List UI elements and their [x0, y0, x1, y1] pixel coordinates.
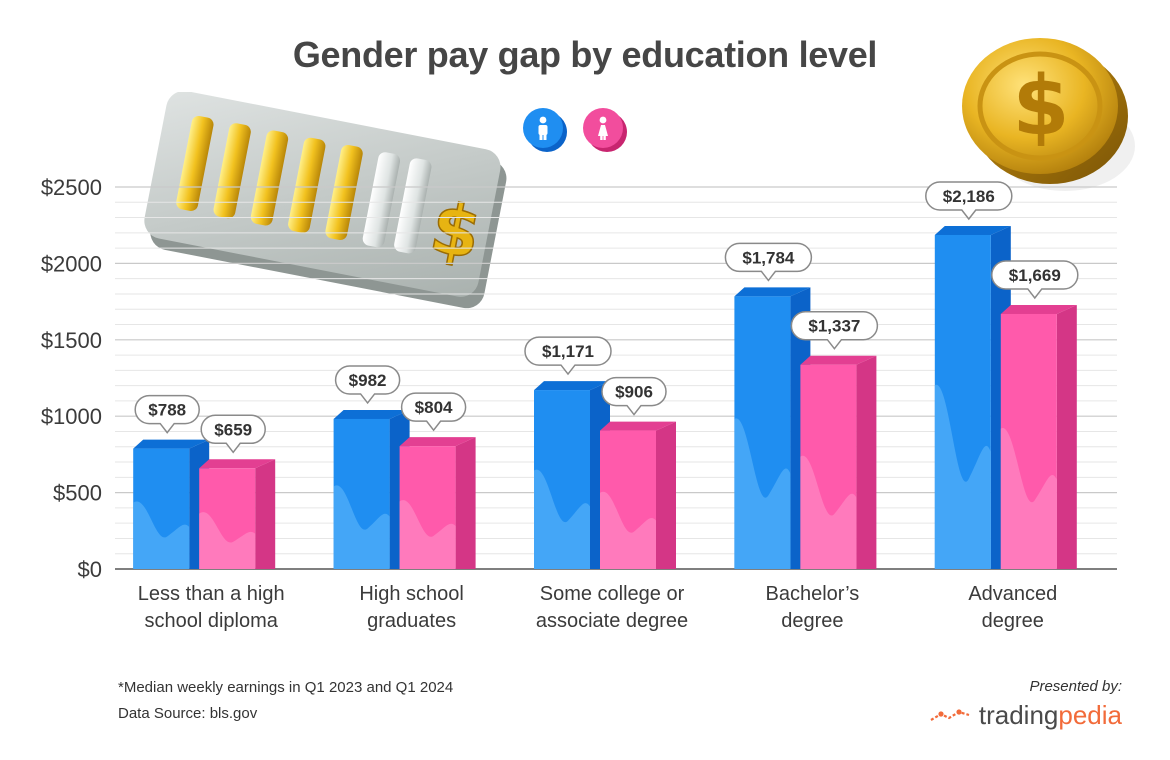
data-label: $1,171: [524, 336, 612, 376]
bar-top: [199, 459, 276, 469]
data-label-bubble: [134, 394, 200, 434]
bar-male: [734, 287, 811, 569]
data-label-bubble: [925, 181, 1013, 221]
bar-wave: [133, 501, 190, 569]
bar-female: [399, 437, 476, 569]
bar-side: [856, 355, 877, 569]
data-label-text: $982: [349, 371, 387, 390]
data-label: $1,784: [724, 242, 813, 282]
brand-part-pedia: pedia: [1058, 700, 1122, 730]
data-label: $788: [134, 394, 200, 434]
bar-wave: [934, 384, 991, 569]
bar-side: [1056, 304, 1077, 569]
data-label-text: $2,186: [943, 187, 995, 206]
bar-wave: [800, 455, 857, 569]
y-tick-label: $500: [53, 481, 102, 506]
bar-top: [934, 225, 1011, 235]
bar-wave: [1000, 428, 1057, 569]
female-icon: [582, 106, 628, 152]
data-label-bubble: [334, 365, 401, 405]
data-label: $1,337: [790, 310, 879, 350]
data-label: $804: [400, 392, 467, 432]
x-tick-label: Advanced degree: [968, 583, 1057, 632]
data-label-bubble: [790, 310, 879, 350]
data-label-bubble: [601, 376, 667, 416]
bars: $788 $982 $1,171 $1,784 $2,186 $659 $804 $906 $1…: [133, 181, 1079, 570]
bar-wave: [600, 491, 656, 569]
data-label-bubble: [400, 392, 467, 432]
bar-top: [133, 439, 210, 449]
bar-top: [600, 421, 676, 431]
x-tick-label: High school graduates: [359, 583, 464, 632]
legend: [522, 106, 628, 152]
data-source: Data Source: bls.gov: [118, 705, 258, 722]
bar-meter-icon: $: [144, 92, 507, 309]
y-tick-label: $2500: [41, 175, 102, 200]
data-label-bubble: [524, 336, 612, 376]
x-tick-label: Bachelor’s degree: [766, 583, 860, 632]
bar-top: [734, 287, 811, 297]
bar-female: [800, 355, 877, 569]
y-tick-label: $1000: [41, 404, 102, 429]
data-label: $906: [601, 376, 667, 416]
bar-female: [600, 421, 676, 569]
brand-part-trading: trading: [978, 700, 1059, 730]
data-label-bubble: [724, 242, 813, 282]
y-tick-label: $1500: [41, 328, 102, 353]
data-label: $2,186: [925, 181, 1013, 221]
y-tick-label: $2000: [41, 251, 102, 276]
data-label-text: $1,669: [1009, 266, 1061, 285]
data-label-text: $659: [214, 420, 252, 439]
data-label-text: $1,784: [742, 248, 795, 267]
x-axis: Less than a high school diploma High schoo…: [138, 583, 1057, 632]
bar-side: [455, 437, 476, 569]
data-label-text: $906: [615, 383, 653, 402]
bar-male: [333, 409, 410, 569]
data-label-bubble: [200, 414, 266, 454]
bar-side: [255, 459, 276, 569]
bar-wave: [534, 469, 590, 569]
y-tick-label: $0: [78, 557, 102, 582]
data-label: $1,669: [991, 260, 1079, 300]
bar-side: [656, 421, 676, 569]
male-icon: [522, 106, 568, 152]
bar-female: [1000, 304, 1077, 569]
bar-wave: [734, 418, 791, 569]
data-label: $982: [334, 365, 401, 405]
data-label-text: $788: [148, 401, 186, 420]
trend-line-icon: [930, 708, 970, 721]
bar-top: [333, 409, 410, 419]
brand-logo: tradingpedia: [929, 700, 1122, 731]
bar-male: [133, 439, 210, 569]
data-label-text: $1,171: [542, 342, 594, 361]
bar-female: [199, 459, 276, 569]
data-label-text: $804: [415, 398, 453, 417]
bar-top: [1000, 304, 1077, 314]
bar-wave: [199, 512, 256, 569]
svg-text:$: $: [1012, 59, 1069, 154]
presented-by: Presented by:: [1029, 678, 1122, 695]
bar-top: [800, 355, 877, 365]
x-tick-label: Some college or associate degree: [536, 583, 688, 632]
data-label: $659: [200, 414, 266, 454]
bar-top: [399, 437, 476, 447]
bar-top: [534, 381, 610, 391]
bar-wave: [399, 500, 456, 569]
y-axis: $0 $500 $1000 $1500 $2000 $2500: [41, 175, 102, 582]
data-label-bubble: [991, 260, 1079, 300]
gold-coin-icon: $: [962, 38, 1135, 191]
chart-title: Gender pay gap by education level: [292, 34, 878, 75]
data-label-text: $1,337: [808, 317, 860, 336]
bar-male: [534, 381, 610, 569]
x-tick-label: Less than a high school diploma: [138, 583, 285, 632]
bar-wave: [333, 485, 390, 569]
footnote: *Median weekly earnings in Q1 2023 and Q…: [118, 679, 454, 696]
